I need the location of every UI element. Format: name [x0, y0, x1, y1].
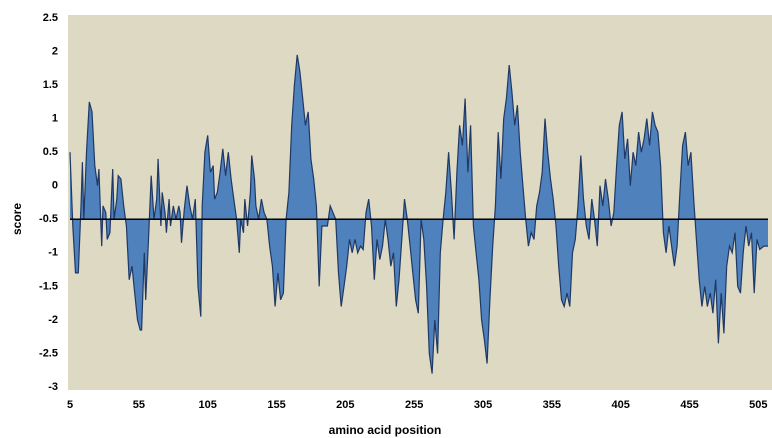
- y-tick-label: 2: [52, 45, 58, 57]
- x-tick-label: 305: [474, 399, 492, 411]
- y-tick-label: 0: [52, 180, 58, 192]
- y-tick-label: -2.5: [39, 347, 58, 359]
- x-axis-title: amino acid position: [329, 423, 442, 437]
- x-tick-label: 155: [267, 399, 285, 411]
- y-tick-label: -2: [48, 314, 58, 326]
- area-fill: [70, 54, 768, 374]
- plot-area: [68, 15, 772, 390]
- x-tick-label: 105: [198, 399, 216, 411]
- y-tick-label: -3: [48, 381, 58, 393]
- x-tick-label: 55: [133, 399, 145, 411]
- y-axis-title: score: [10, 203, 24, 235]
- x-tick-label: 355: [543, 399, 561, 411]
- x-tick-label: 255: [405, 399, 423, 411]
- y-tick-label: 2.5: [43, 12, 58, 24]
- x-tick-label: 455: [680, 399, 698, 411]
- y-tick-label: -0.5: [39, 213, 58, 225]
- x-tick-label: 505: [749, 399, 767, 411]
- x-tick-label: 405: [612, 399, 630, 411]
- y-tick-label: 1.5: [43, 79, 58, 91]
- y-tick-label: -1.5: [39, 280, 58, 292]
- y-tick-label: -1: [48, 247, 58, 259]
- y-tick-label: 1: [52, 113, 58, 125]
- x-tick-label: 205: [336, 399, 354, 411]
- y-tick-label: 0.5: [43, 146, 58, 158]
- x-tick-label: 5: [67, 399, 73, 411]
